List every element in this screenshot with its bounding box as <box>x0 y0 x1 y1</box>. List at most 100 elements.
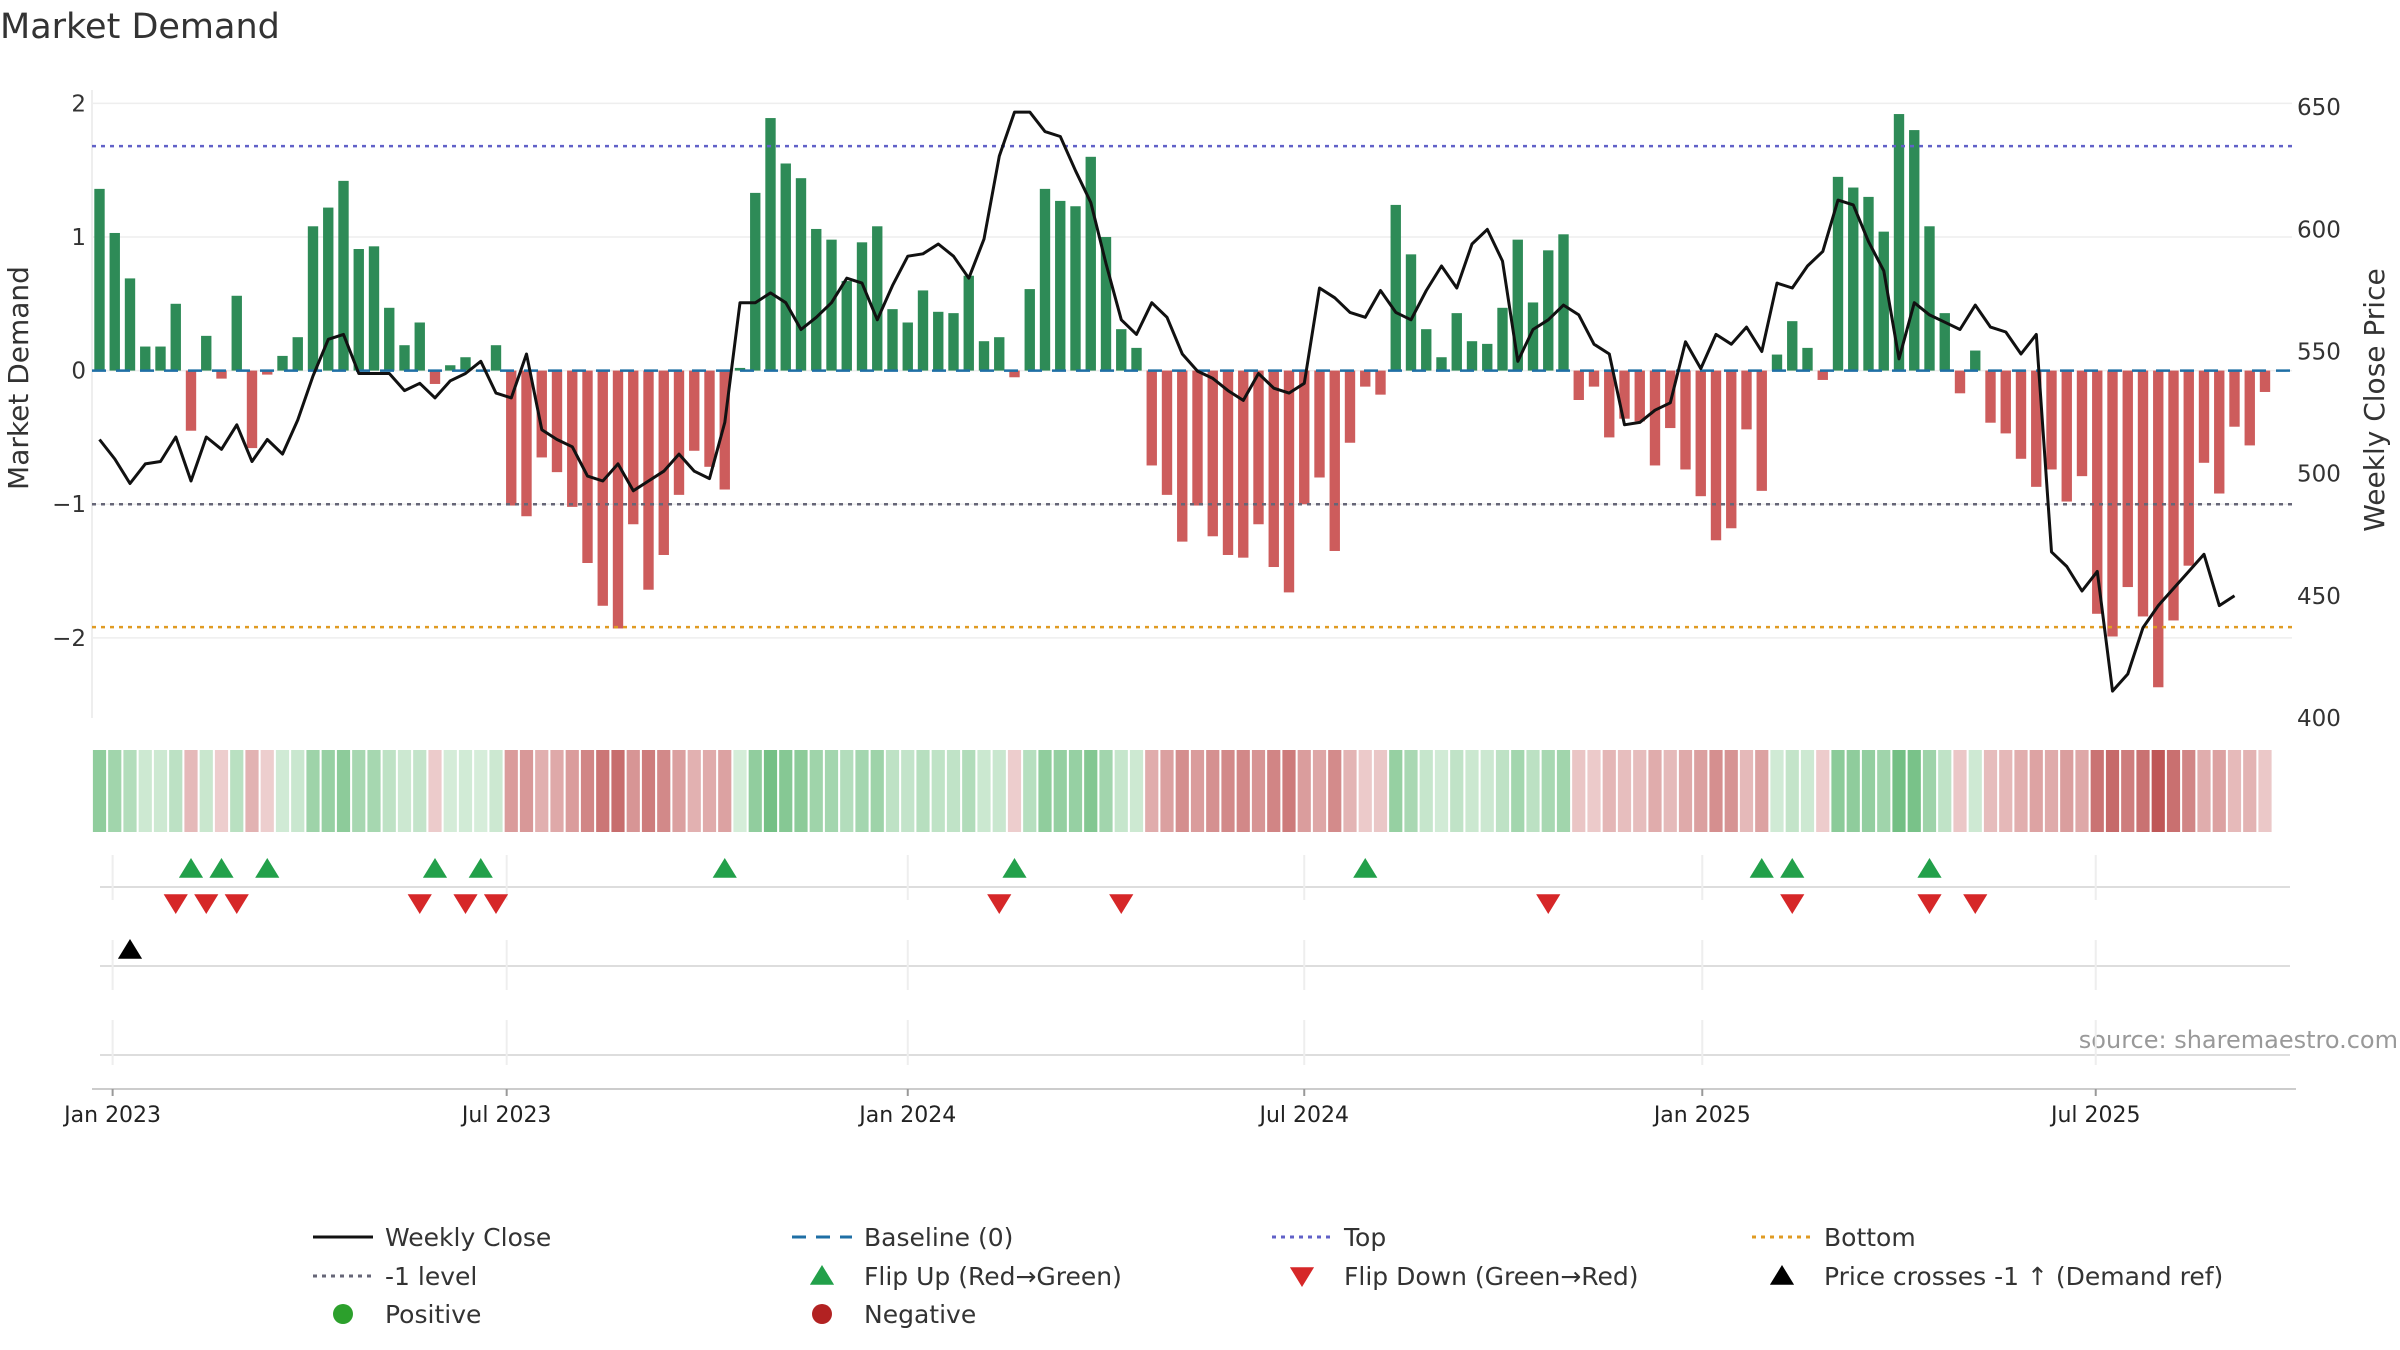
legend-item: Baseline (0) <box>792 1223 1013 1252</box>
heat-cell <box>275 750 290 832</box>
demand-bar <box>506 370 517 506</box>
heat-cell <box>321 750 335 832</box>
heat-cell <box>397 750 412 832</box>
heat-cell <box>153 750 168 832</box>
heat-cell <box>870 750 884 832</box>
flip-down-marker <box>224 894 249 914</box>
demand-bar <box>856 242 868 371</box>
heat-cell <box>1236 750 1250 832</box>
demand-bar <box>1222 370 1234 555</box>
heat-cell <box>1495 750 1510 832</box>
demand-bar <box>1039 188 1051 371</box>
heat-cell <box>2121 750 2135 832</box>
heat-cell <box>1129 750 1144 832</box>
flip-down-marker <box>1536 894 1561 914</box>
demand-bar <box>399 345 410 371</box>
demand-bar <box>1848 187 1859 371</box>
heat-cell <box>1068 750 1083 832</box>
demand-bar <box>170 303 181 371</box>
demand-bar <box>1939 313 1950 371</box>
heat-cell <box>1221 750 1235 832</box>
heat-cell <box>1038 750 1052 832</box>
demand-bar <box>445 365 456 371</box>
heat-cell <box>1694 750 1708 832</box>
demand-bar <box>2000 370 2011 434</box>
demand-bar <box>1192 370 1203 506</box>
heat-cell <box>1160 750 1174 832</box>
heat-cell <box>199 750 213 832</box>
demand-bar <box>1771 354 1783 371</box>
heat-cell <box>1099 750 1113 832</box>
legend-swatch <box>812 1304 832 1324</box>
heat-cell <box>779 750 793 832</box>
demand-bar <box>155 346 166 371</box>
demand-bar <box>2198 370 2210 463</box>
demand-bar <box>887 309 898 371</box>
demand-bar <box>750 192 761 371</box>
demand-bar <box>216 370 227 379</box>
heat-cell <box>1678 750 1693 832</box>
heat-cell <box>260 750 274 832</box>
heat-cell <box>1556 750 1571 832</box>
heat-cell <box>702 750 717 832</box>
demand-bar <box>1985 370 1996 423</box>
demand-bar <box>1726 370 1737 529</box>
heat-cell <box>1389 750 1403 832</box>
heat-cell <box>382 750 396 832</box>
flip-down-marker <box>407 894 432 914</box>
demand-bar <box>1649 370 1661 466</box>
heat-cell <box>1648 750 1662 832</box>
legend-label: Flip Up (Red→Green) <box>864 1262 1122 1291</box>
flip-down-marker <box>1963 894 1988 914</box>
demand-bar <box>414 322 425 371</box>
demand-bar <box>277 355 288 371</box>
flip-up-marker <box>255 858 280 878</box>
heat-cell <box>1251 750 1266 832</box>
legend-label: Top <box>1343 1223 1386 1252</box>
legend-item: Price crosses -1 ↑ (Demand ref) <box>1769 1262 2223 1291</box>
demand-bar <box>1527 302 1539 371</box>
demand-bar <box>1802 347 1813 371</box>
demand-bar <box>1436 357 1447 371</box>
heat-cell <box>2090 750 2104 832</box>
heat-cell <box>1084 750 1098 832</box>
heat-cell <box>2136 750 2150 832</box>
heat-cell <box>977 750 991 832</box>
heat-cell <box>1328 750 1342 832</box>
demand-bar <box>765 118 776 371</box>
chart-title: Market Demand <box>0 7 280 47</box>
heat-cell <box>1922 750 1937 832</box>
demand-bar <box>124 278 136 371</box>
flip-up-marker <box>712 858 737 878</box>
demand-bar <box>841 281 852 371</box>
demand-bar <box>1116 329 1127 371</box>
heat-cell <box>1450 750 1464 832</box>
demand-bar <box>1055 200 1066 371</box>
demand-bar <box>246 370 258 449</box>
heat-cell <box>1190 750 1205 832</box>
x-axis: Jan 2023 Jul 2023 Jan 2024 Jul 2024 Jan 2025… <box>62 1089 2140 1128</box>
heat-cell <box>2227 750 2242 832</box>
demand-bar <box>1482 343 1493 371</box>
heat-cell <box>504 750 518 832</box>
demand-bar <box>2122 370 2133 588</box>
x-tick-label: Jul 2024 <box>1257 1103 1349 1128</box>
heat-cell <box>1572 750 1586 832</box>
legend-label: Negative <box>864 1300 976 1329</box>
demand-bar <box>368 246 380 371</box>
demand-bar <box>1070 206 1081 371</box>
flip-up-marker <box>209 858 234 878</box>
demand-bar <box>1863 196 1874 371</box>
heat-cell <box>413 750 427 832</box>
flip-up-marker <box>422 858 448 878</box>
demand-bar <box>1390 204 1401 371</box>
demand-bar <box>1405 254 1417 371</box>
heat-cell <box>1999 750 2013 832</box>
flip-up-marker <box>178 858 204 878</box>
heat-cell <box>1907 750 1921 832</box>
flip-down-marker <box>194 894 219 914</box>
flip-up-marker <box>1917 858 1942 878</box>
y-tick-label: 0 <box>71 359 86 385</box>
demand-bar <box>1756 370 1767 491</box>
